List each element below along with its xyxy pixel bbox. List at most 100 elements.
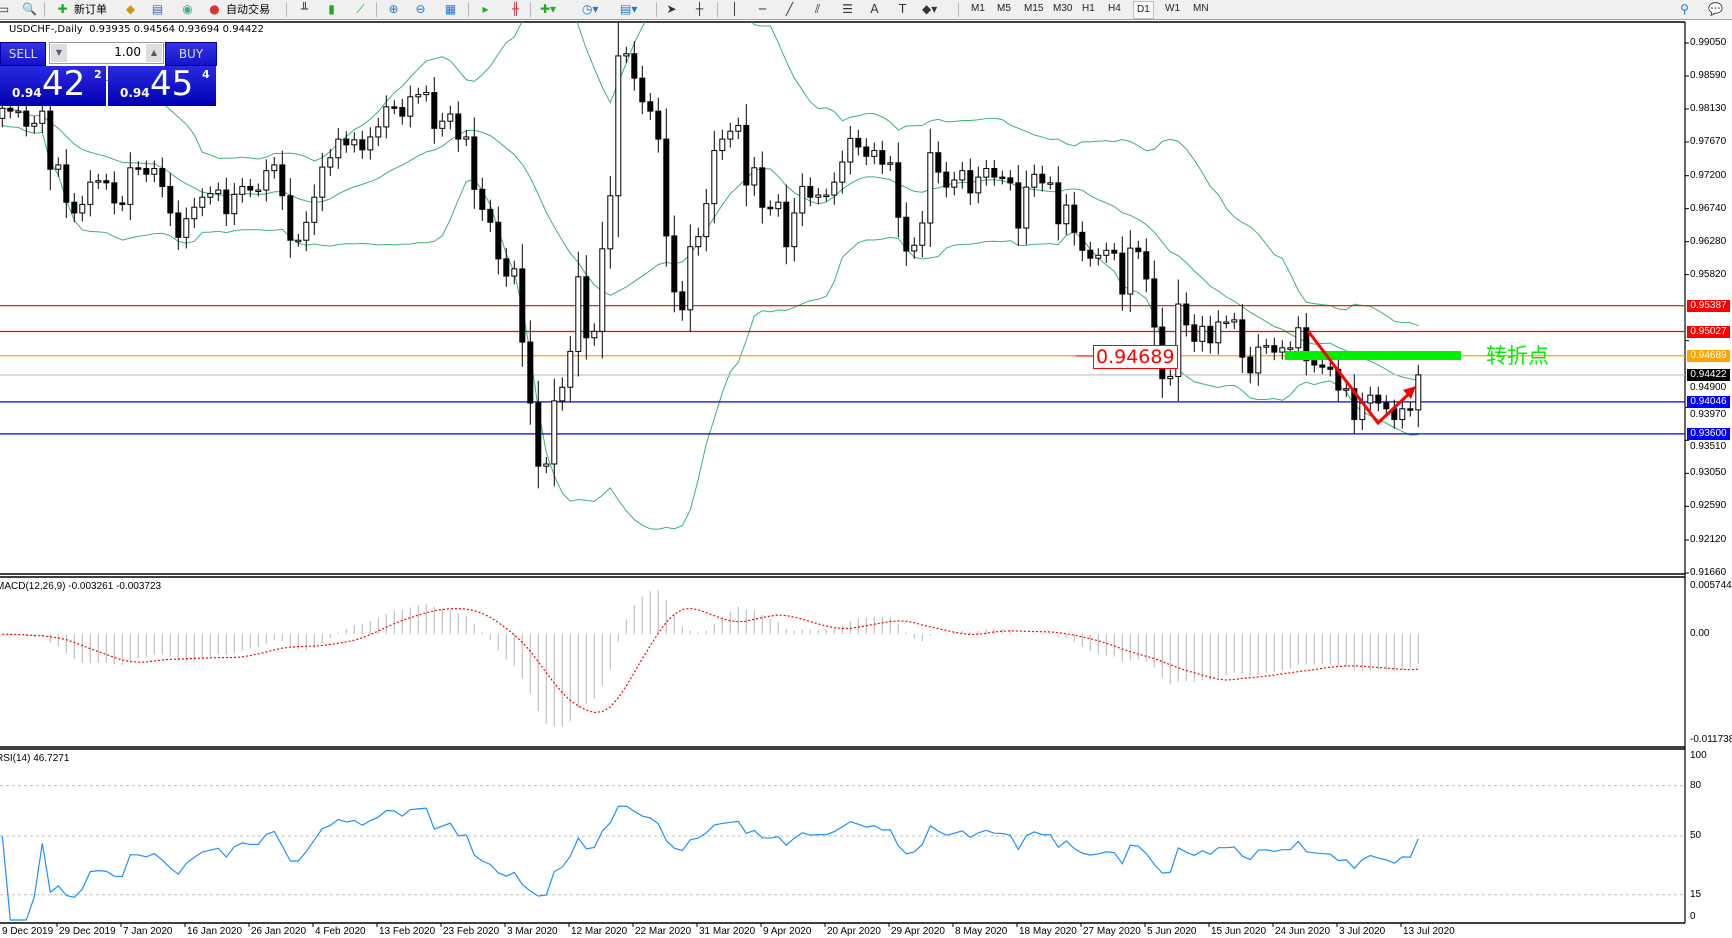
candle-body: [1023, 186, 1030, 229]
candle-body: [1247, 356, 1254, 374]
candle-body: [47, 110, 54, 170]
lot-increase-icon[interactable]: ▲: [146, 44, 162, 62]
timeframe-h4[interactable]: H4: [1108, 3, 1121, 14]
candle: [1191, 314, 1198, 352]
candle: [343, 131, 350, 153]
zoom-in-icon[interactable]: ⊕: [388, 2, 399, 16]
cursor-icon[interactable]: ➤: [666, 2, 677, 16]
candle: [703, 188, 710, 252]
line-chart-icon[interactable]: ⟋: [356, 2, 365, 16]
templates-icon[interactable]: ▤▾: [620, 2, 638, 16]
candle-body: [751, 167, 758, 186]
candle-body: [159, 168, 166, 187]
candle: [159, 157, 166, 198]
timeframe-m1[interactable]: M1: [971, 3, 985, 14]
lot-value[interactable]: 1.00: [114, 45, 141, 59]
price-tick-label: 0.93050: [1690, 467, 1727, 479]
candle: [407, 85, 414, 128]
candle-body: [983, 168, 990, 178]
fibo-icon[interactable]: ☰: [842, 2, 853, 16]
candle-body: [735, 124, 742, 132]
chart-shift-icon[interactable]: ╫: [511, 2, 520, 16]
autotrade-button[interactable]: 自动交易: [226, 3, 270, 16]
horizontal-line-icon[interactable]: ─: [758, 2, 767, 16]
candle-body: [1031, 173, 1038, 188]
candle: [647, 93, 654, 120]
timeframe-m15[interactable]: M15: [1024, 3, 1044, 14]
candle: [119, 196, 126, 212]
channel-icon[interactable]: ⫽: [814, 2, 821, 16]
candle-body: [127, 167, 134, 205]
chat-icon[interactable]: 💬: [1708, 2, 1723, 16]
candle-body: [1383, 402, 1390, 410]
buy-price[interactable]: 0.94 45 4: [108, 64, 216, 106]
candle: [239, 178, 246, 203]
text-icon[interactable]: A: [870, 2, 879, 16]
candle: [1151, 260, 1158, 346]
timeframe-m5[interactable]: M5: [997, 3, 1011, 14]
trendline-icon[interactable]: ╱: [785, 2, 794, 16]
market-watch-icon[interactable]: ▤: [151, 2, 164, 16]
new-order-icon[interactable]: ✚: [57, 2, 68, 16]
timeframe-m30[interactable]: M30: [1053, 3, 1073, 14]
lot-decrease-icon[interactable]: ▼: [51, 44, 67, 62]
date-label: 3 Mar 2020: [507, 926, 558, 937]
search-icon[interactable]: ⚲: [1680, 2, 1689, 16]
turning-point-text[interactable]: 转折点: [1486, 344, 1549, 368]
indicators-icon[interactable]: ✚▾: [540, 2, 557, 16]
zoom-out-icon[interactable]: ⊖: [415, 2, 426, 16]
candle: [543, 457, 550, 474]
timeframe-mn[interactable]: MN: [1193, 3, 1209, 14]
candle-body: [1263, 345, 1270, 348]
periods-icon[interactable]: ◷▾: [582, 2, 599, 16]
sell-button[interactable]: SELL: [0, 42, 46, 66]
candle-body: [303, 221, 310, 241]
shapes-icon[interactable]: ◆▾: [922, 2, 938, 16]
candle: [31, 116, 38, 134]
candle: [735, 117, 742, 140]
candle: [1119, 236, 1126, 311]
candle-body: [791, 212, 798, 248]
autotrade-icon[interactable]: ●: [209, 2, 220, 16]
date-label: 23 Feb 2020: [443, 926, 500, 937]
vertical-line-icon[interactable]: │: [730, 2, 739, 16]
candle-body: [191, 206, 198, 220]
candle-body: [823, 194, 830, 198]
candle-body: [1119, 252, 1126, 295]
candle-body: [935, 152, 942, 173]
bar-chart-icon[interactable]: ╨: [300, 2, 309, 16]
price-annotation-box[interactable]: 0.94689: [1093, 345, 1178, 369]
signal-icon[interactable]: ◉: [182, 2, 193, 16]
timeframe-h1[interactable]: H1: [1082, 3, 1095, 14]
sell-price[interactable]: 0.94 42 2: [0, 64, 106, 106]
zoom-doc-icon[interactable]: 🔍: [22, 2, 37, 16]
candle: [943, 161, 950, 198]
label-icon[interactable]: T: [898, 2, 907, 16]
candle-chart-icon[interactable]: ▮: [328, 2, 335, 16]
sell-price-pip: 2: [94, 68, 102, 81]
candle: [951, 171, 958, 196]
tile-icon[interactable]: ▦: [444, 2, 457, 16]
candle: [1351, 374, 1358, 434]
timeframe-w1[interactable]: W1: [1165, 3, 1180, 14]
crosshair-icon[interactable]: ┼: [695, 2, 704, 16]
timeframe-d1[interactable]: D1: [1133, 1, 1154, 19]
lot-size-field[interactable]: ▼ 1.00 ▲: [49, 42, 164, 64]
candle: [655, 97, 662, 153]
buy-button[interactable]: BUY: [165, 42, 217, 66]
profile-icon[interactable]: ▭: [0, 2, 10, 16]
candle: [335, 127, 342, 169]
candle-body: [647, 101, 654, 112]
candle-body: [639, 77, 646, 103]
autoscroll-icon[interactable]: ▸: [482, 2, 489, 16]
candle: [895, 142, 902, 238]
new-order-button[interactable]: 新订单: [74, 3, 107, 16]
gold-icon[interactable]: ◆: [125, 2, 136, 16]
candle-body: [551, 400, 558, 465]
candle: [463, 129, 470, 147]
candle-body: [359, 139, 366, 151]
candle-body: [1415, 374, 1422, 411]
candle-body: [1183, 303, 1190, 326]
candle-body: [1239, 319, 1246, 358]
